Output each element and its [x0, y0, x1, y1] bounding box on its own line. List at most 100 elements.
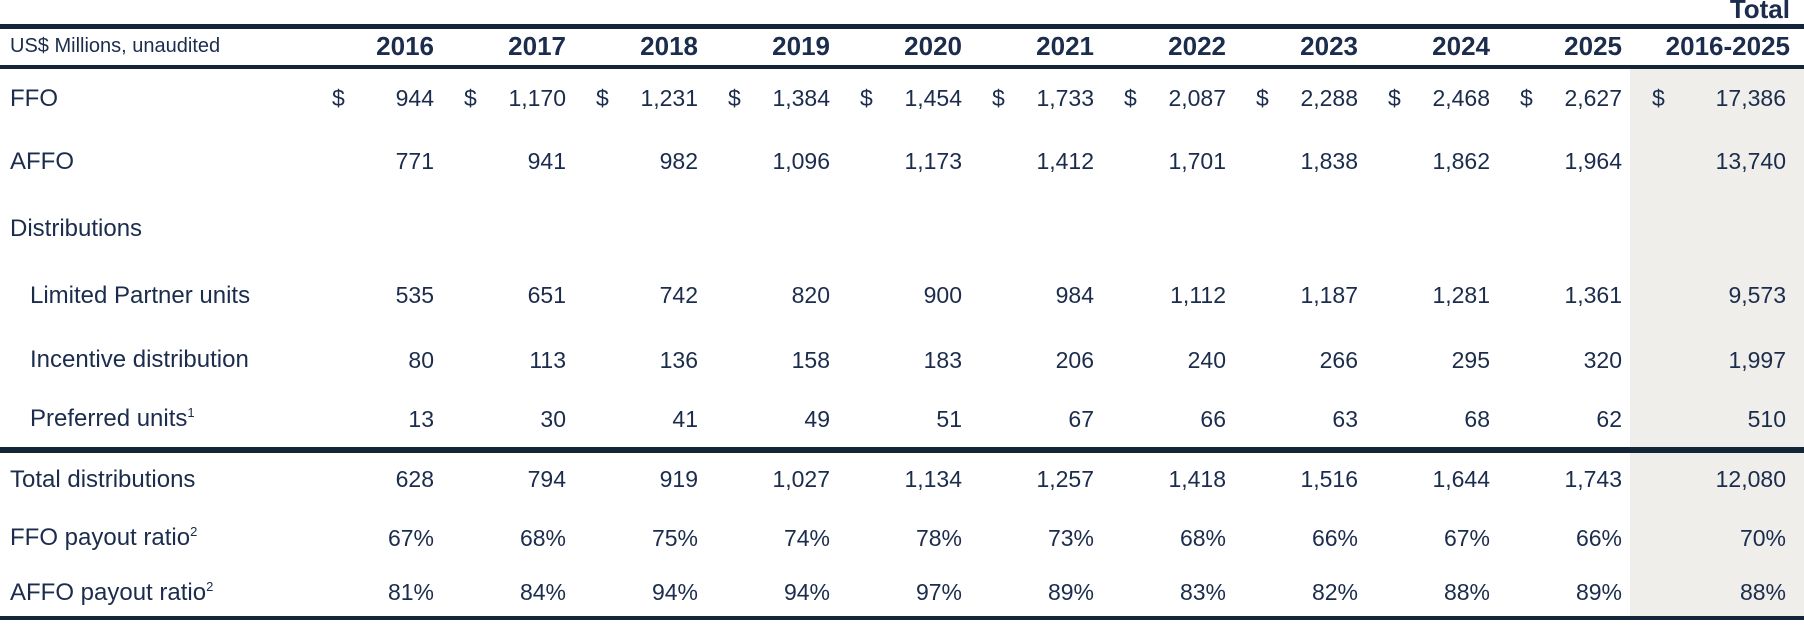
value-cell-2022: 240	[1102, 329, 1234, 392]
value-cell-2024: 67%	[1366, 507, 1498, 570]
total-cell: 9,573	[1630, 262, 1804, 329]
cell-value: 78%	[915, 524, 962, 551]
cell-value: 113	[529, 346, 566, 373]
value-cell-2017: 113	[442, 329, 574, 392]
value-cell-2017: 794	[442, 450, 574, 507]
year-header-2024: 2024	[1432, 31, 1490, 62]
value-cell-2022: 1,701	[1102, 129, 1234, 195]
dollar-sign: $	[860, 85, 873, 111]
cell-value: 68%	[519, 524, 566, 551]
value-cell-2016: 13	[310, 392, 442, 450]
cell-value: 89%	[1047, 579, 1094, 605]
value-cell-2021: 67	[970, 392, 1102, 450]
cell-value: 88%	[1443, 579, 1490, 605]
value-cell-2019: 158	[706, 329, 838, 392]
value-cell-2025: 62	[1498, 392, 1630, 450]
cell-value: 2,627	[1564, 85, 1622, 111]
cell-value: 266	[1319, 346, 1358, 373]
year-header-2016: 2016	[376, 31, 434, 62]
section-row: Distributions	[0, 194, 1804, 263]
value-cell-2025: $2,627	[1498, 67, 1630, 129]
row-label-text: Incentive distribution	[30, 346, 249, 373]
total-cell: 1,997	[1630, 328, 1804, 392]
row-label: Incentive distribution	[0, 329, 310, 392]
cell-value: 97%	[915, 579, 962, 605]
value-cell-2020: 183	[838, 329, 970, 392]
total-value: 12,080	[1715, 466, 1786, 492]
value-cell-2023: 66%	[1234, 507, 1366, 570]
cell-value: 320	[1583, 346, 1622, 373]
value-cell-2019: $1,384	[706, 67, 838, 129]
value-cell-2019: 1,027	[706, 450, 838, 507]
footnote-marker: 1	[187, 405, 195, 420]
value-cell-2022: 1,112	[1102, 263, 1234, 329]
cell-value: 51	[936, 405, 962, 432]
value-cell-2021: 984	[970, 263, 1102, 329]
value-cell-2025: 89%	[1498, 570, 1630, 618]
cell-value: 742	[659, 282, 698, 308]
cell-value: 67	[1068, 405, 1094, 432]
total-value: 17,386	[1715, 85, 1786, 111]
value-cell-2022: $2,087	[1102, 67, 1234, 129]
cell-value: 136	[659, 346, 698, 373]
value-cell-2017: 84%	[442, 570, 574, 618]
value-cell-2016	[310, 195, 442, 263]
row-label: FFO payout ratio2	[0, 507, 310, 570]
value-cell-2017: $1,170	[442, 67, 574, 129]
cell-value: 1,862	[1432, 148, 1490, 174]
cell-value: 794	[527, 466, 566, 492]
value-cell-2021: $1,733	[970, 67, 1102, 129]
cell-value: 68%	[1179, 524, 1226, 551]
cell-value: 900	[923, 282, 962, 308]
cell-value: 1,384	[772, 85, 830, 111]
cell-value: 1,281	[1432, 282, 1490, 308]
value-cell-2018: 136	[574, 329, 706, 392]
value-cell-2021: 206	[970, 329, 1102, 392]
value-cell-2024	[1366, 195, 1498, 263]
value-cell-2024: 1,862	[1366, 129, 1498, 195]
table-header-row: US$ Millions, unaudited 2016 2017 2018 2019…	[0, 26, 1804, 67]
value-cell-2019: 820	[706, 263, 838, 329]
cell-value: 628	[395, 466, 434, 492]
value-cell-2018: 982	[574, 129, 706, 195]
cell-value: 89%	[1575, 579, 1622, 605]
value-cell-2022: 66	[1102, 392, 1234, 450]
value-cell-2022: 83%	[1102, 570, 1234, 618]
dollar-sign: $	[992, 85, 1005, 111]
cell-value: 63	[1332, 405, 1358, 432]
row-label-text: FFO payout ratio	[10, 524, 191, 551]
value-cell-2016: 628	[310, 450, 442, 507]
value-cell-2025	[1498, 195, 1630, 263]
dollar-sign: $	[1256, 85, 1269, 111]
cell-value: 1,187	[1300, 282, 1358, 308]
value-cell-2024: $2,468	[1366, 67, 1498, 129]
cell-value: 41	[672, 405, 698, 432]
value-cell-2021: 1,257	[970, 450, 1102, 507]
dollar-sign: $	[1388, 85, 1401, 111]
cell-value: 2,468	[1432, 85, 1490, 111]
cell-value: 1,231	[640, 85, 698, 111]
value-cell-2021	[970, 195, 1102, 263]
cell-value: 1,454	[904, 85, 962, 111]
value-cell-2023: 82%	[1234, 570, 1366, 618]
ffo-affo-distributions-table: US$ Millions, unaudited 2016 2017 2018 2019…	[0, 24, 1804, 620]
value-cell-2023: 266	[1234, 329, 1366, 392]
cell-value: 1,964	[1564, 148, 1622, 174]
total-cell: 70%	[1630, 506, 1804, 570]
value-cell-2025: 66%	[1498, 507, 1630, 570]
value-cell-2019	[706, 195, 838, 263]
cell-value: 49	[804, 405, 830, 432]
cell-value: 2,087	[1168, 85, 1226, 111]
value-cell-2017	[442, 195, 574, 263]
row-label-text: Distributions	[10, 214, 143, 242]
value-cell-2019: 74%	[706, 507, 838, 570]
cell-value: 74%	[783, 524, 830, 551]
cell-value: 62	[1596, 405, 1622, 432]
cell-value: 80	[408, 346, 434, 373]
cell-value: 1,412	[1036, 148, 1094, 174]
total-column-top-label: Total	[1729, 0, 1790, 24]
value-cell-2023: 63	[1234, 392, 1366, 450]
cell-value: 941	[527, 148, 566, 174]
cell-value: 535	[395, 282, 434, 308]
